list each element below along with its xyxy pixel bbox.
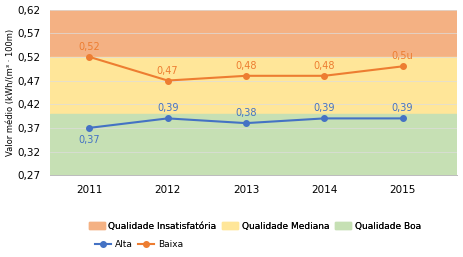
Text: 0,39: 0,39 xyxy=(392,104,413,113)
Legend: Qualidade Insatisfatória, Qualidade Mediana, Qualidade Boa: Qualidade Insatisfatória, Qualidade Medi… xyxy=(85,218,425,234)
Text: 0,47: 0,47 xyxy=(157,66,178,76)
Text: 0,52: 0,52 xyxy=(78,42,100,52)
Bar xyxy=(50,114,457,175)
Text: 0,48: 0,48 xyxy=(235,61,257,71)
Bar xyxy=(50,57,457,114)
Text: 0,39: 0,39 xyxy=(157,104,178,113)
Text: 0,5u: 0,5u xyxy=(392,51,413,61)
Legend: Alta, Baixa: Alta, Baixa xyxy=(91,236,187,252)
Text: 0,39: 0,39 xyxy=(313,104,335,113)
Bar xyxy=(50,10,457,57)
Text: 0,37: 0,37 xyxy=(79,135,100,145)
Text: 0,38: 0,38 xyxy=(235,108,257,118)
Text: 0,48: 0,48 xyxy=(313,61,335,71)
Y-axis label: Valor médio (kWh/(m³ · 100m): Valor médio (kWh/(m³ · 100m) xyxy=(6,29,14,156)
